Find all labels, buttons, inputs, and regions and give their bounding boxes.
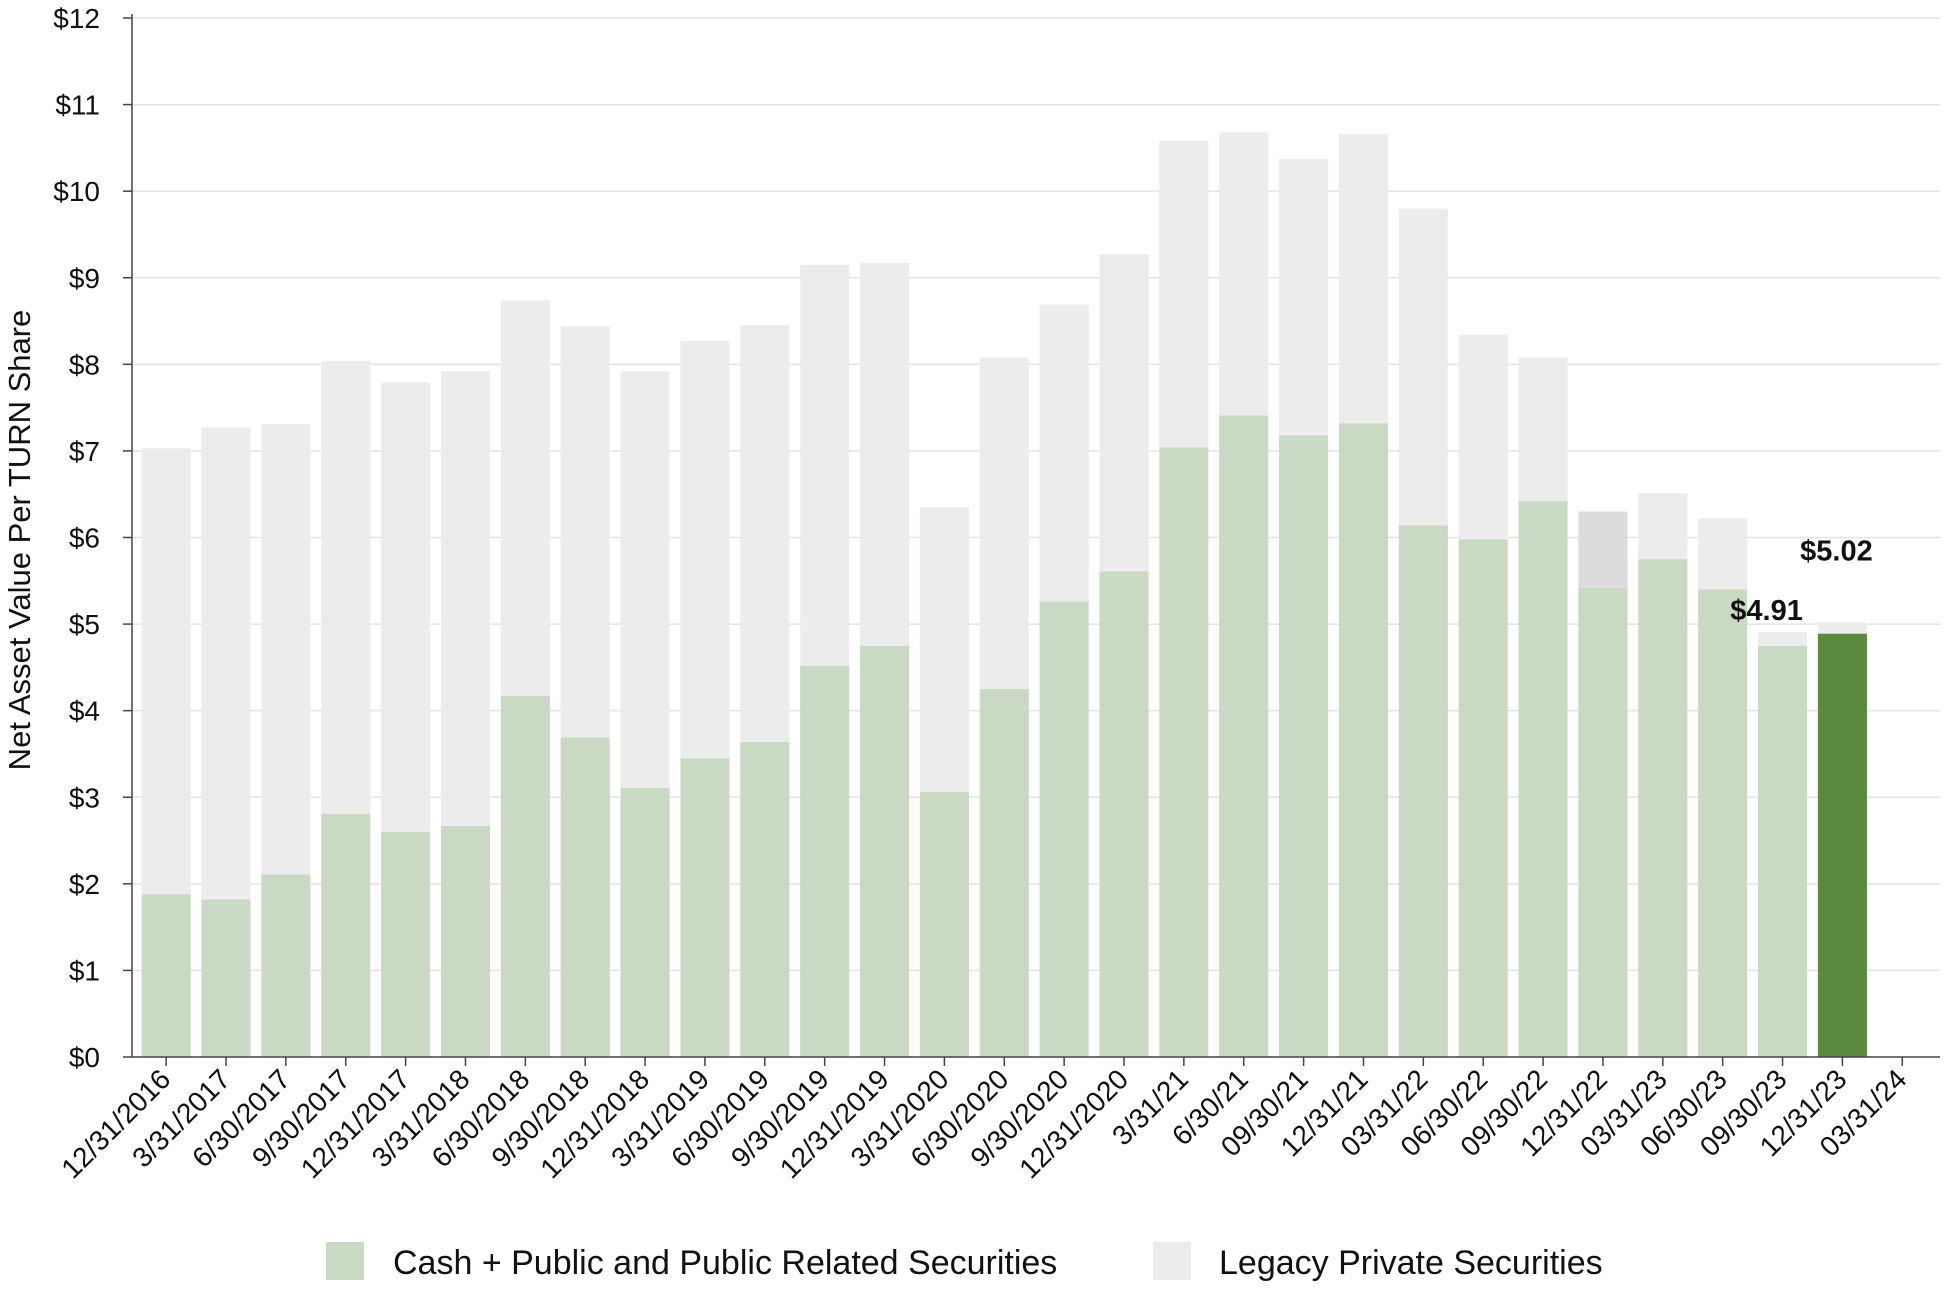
bar-legacy-private: [680, 340, 730, 759]
bar-cash-public: [500, 695, 550, 1057]
x-tick-labels: 12/31/20163/31/20176/30/20179/30/201712/…: [55, 1057, 1913, 1184]
legend: Cash + Public and Public Related Securit…: [326, 1242, 1603, 1282]
bar-cash-public: [1758, 645, 1808, 1057]
bar-cash-public: [1159, 447, 1209, 1057]
bar-legacy-private: [1219, 132, 1269, 416]
bar-legacy-private: [261, 424, 311, 875]
bar-cash-public: [560, 737, 610, 1057]
bar-cash-public: [1398, 525, 1448, 1057]
y-tick-label: $5: [69, 609, 100, 640]
bar-legacy-private: [1099, 254, 1149, 572]
bar-legacy-private: [1039, 304, 1089, 602]
bar-legacy-private: [620, 371, 670, 788]
y-tick-label: $3: [69, 782, 100, 813]
bar-cash-public: [440, 825, 491, 1057]
bar-cash-public: [1698, 589, 1748, 1057]
y-tick-label: $2: [69, 869, 100, 900]
bar-cash-public: [141, 894, 191, 1057]
bar-cash-public: [201, 899, 251, 1057]
bar-legacy-private: [1398, 208, 1448, 526]
bar-legacy-private: [560, 326, 610, 738]
bar-cash-public: [800, 665, 850, 1057]
bars: [141, 132, 1867, 1058]
gridlines: [132, 17, 1940, 972]
bar-cash-public: [919, 792, 969, 1057]
bar-legacy-private: [1698, 518, 1748, 590]
bar-cash-public: [859, 645, 910, 1057]
bar-legacy-private: [1758, 631, 1808, 646]
bar-cash-public: [1039, 601, 1089, 1057]
value-callout: $5.02: [1800, 535, 1873, 567]
y-tick-label: $11: [55, 90, 100, 121]
bar-cash-public: [620, 787, 670, 1057]
y-tick-label: $10: [53, 176, 100, 207]
bar-legacy-private: [859, 263, 910, 646]
bar-cash-public: [1219, 415, 1269, 1058]
callouts: $4.91 $5.02: [1730, 535, 1872, 627]
bar-legacy-private: [1817, 622, 1867, 634]
bar-cash-public: [381, 831, 431, 1057]
bar-cash-public: [1279, 435, 1329, 1057]
bar-legacy-private: [1578, 511, 1628, 588]
bar-cash-public: [1817, 633, 1867, 1057]
bar-legacy-private: [500, 300, 550, 696]
y-axis-title: Net Asset Value Per TURN Share: [2, 310, 37, 771]
y-tick-label: $4: [69, 696, 100, 727]
bar-legacy-private: [381, 382, 431, 832]
y-tick-label: $12: [53, 3, 100, 34]
legend-swatch: [326, 1242, 364, 1280]
bar-cash-public: [1578, 587, 1628, 1057]
bar-legacy-private: [979, 357, 1029, 690]
legend-label: Cash + Public and Public Related Securit…: [393, 1244, 1057, 1282]
y-tick-label: $6: [69, 523, 100, 554]
value-callout: $4.91: [1730, 595, 1803, 627]
bar-legacy-private: [1159, 140, 1209, 448]
bar-cash-public: [1338, 423, 1389, 1058]
y-tick-label: $0: [69, 1042, 100, 1073]
bar-cash-public: [979, 689, 1029, 1057]
bar-legacy-private: [919, 507, 969, 793]
y-tick-label: $9: [69, 263, 100, 294]
y-tick-label: $8: [69, 349, 100, 380]
bar-cash-public: [1099, 571, 1149, 1057]
y-tick-label: $1: [69, 955, 100, 986]
bar-legacy-private: [201, 427, 251, 900]
bar-cash-public: [261, 874, 311, 1057]
bar-cash-public: [321, 813, 371, 1057]
bar-cash-public: [740, 741, 790, 1057]
bar-legacy-private: [1518, 357, 1568, 502]
y-tick-label: $7: [69, 436, 100, 467]
bar-legacy-private: [1638, 493, 1688, 560]
legend-label: Legacy Private Securities: [1219, 1244, 1603, 1282]
bar-legacy-private: [1458, 334, 1508, 540]
bar-legacy-private: [440, 371, 491, 826]
bar-legacy-private: [321, 360, 371, 814]
bar-legacy-private: [740, 325, 790, 742]
bar-legacy-private: [1338, 134, 1389, 424]
bar-legacy-private: [141, 448, 191, 895]
bar-cash-public: [1518, 501, 1568, 1057]
bar-cash-public: [1638, 559, 1688, 1057]
bar-cash-public: [680, 758, 730, 1057]
legend-swatch: [1153, 1242, 1191, 1280]
bar-legacy-private: [800, 264, 850, 666]
bar-legacy-private: [1279, 159, 1329, 436]
bar-cash-public: [1458, 539, 1508, 1057]
y-tick-labels: $0 $1 $2 $3 $4 $5 $6 $7 $8 $9 $10 $11 $12: [53, 3, 132, 1073]
